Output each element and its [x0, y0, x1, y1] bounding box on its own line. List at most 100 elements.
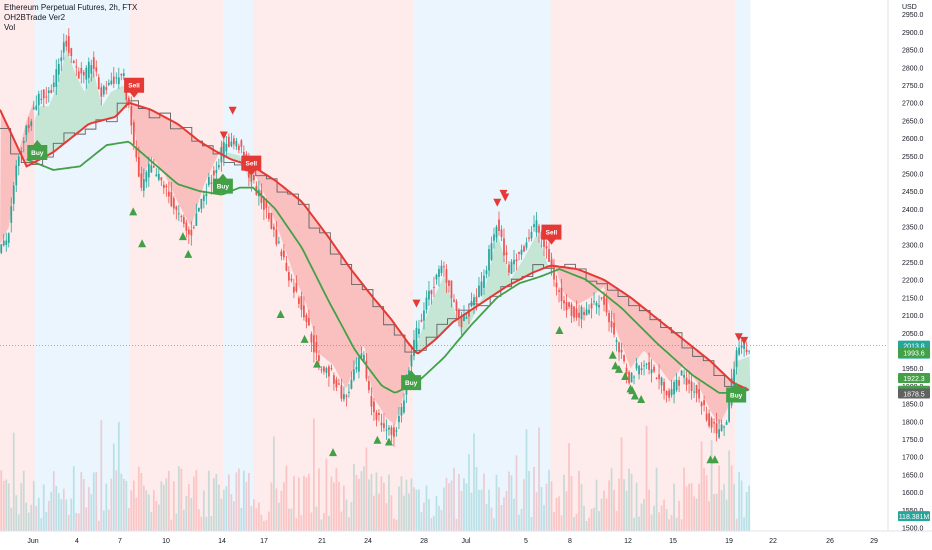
- time-axis-bg: [0, 531, 932, 550]
- buy-signal[interactable]: Buy: [212, 173, 233, 194]
- volume-bar: [2, 480, 5, 531]
- candle-body: [705, 413, 708, 421]
- candle-body: [738, 347, 740, 355]
- volume-bar: [488, 489, 490, 531]
- volume-bar: [455, 518, 458, 531]
- volume-label[interactable]: Vol: [4, 23, 16, 32]
- candle-body: [550, 259, 553, 268]
- sell-signal[interactable]: Sell: [541, 224, 562, 245]
- candle-body: [675, 379, 678, 391]
- buy-signal[interactable]: Buy: [27, 139, 48, 160]
- candle-body: [393, 427, 395, 437]
- candle-body: [485, 270, 488, 275]
- candle-body: [413, 339, 415, 356]
- volume-bar: [27, 512, 30, 531]
- candle-body: [132, 122, 135, 145]
- volume-bar: [270, 482, 273, 531]
- up-triangle-marker: [313, 359, 322, 368]
- volume-bar: [533, 466, 535, 531]
- candle-body: [207, 176, 210, 185]
- candle-body: [315, 342, 318, 353]
- candle-body: [365, 360, 368, 379]
- candle-body: [508, 264, 510, 273]
- volume-bar: [157, 504, 160, 531]
- candle-body: [380, 422, 383, 426]
- volume-bar: [605, 498, 608, 531]
- volume-bar: [343, 485, 345, 531]
- price-tick-label: 1850.0: [902, 402, 924, 409]
- candle-body: [510, 261, 513, 274]
- volume-bar: [500, 505, 503, 531]
- price-label-value: 1922.3: [903, 376, 925, 383]
- candle-body: [250, 173, 253, 182]
- volume-bar: [363, 466, 365, 531]
- price-tick-label: 2450.0: [902, 189, 924, 196]
- time-tick-label: 12: [624, 538, 632, 545]
- volume-bar: [538, 427, 540, 531]
- volume-bar: [418, 489, 420, 531]
- volume-bar: [653, 505, 655, 531]
- bull-cloud: [735, 356, 751, 391]
- candle-body: [423, 310, 425, 321]
- volume-bar: [232, 501, 235, 531]
- candle-body: [80, 67, 83, 74]
- candle-body: [12, 185, 15, 204]
- trend-zones: [0, 0, 751, 531]
- volume-bar: [77, 513, 80, 531]
- candle-body: [725, 422, 728, 425]
- volume-bar: [693, 496, 695, 531]
- indicator-name[interactable]: OH2BTrade Ver2: [4, 13, 66, 22]
- up-triangle-marker: [184, 249, 193, 258]
- volume-bar: [725, 499, 728, 531]
- candle-body: [433, 286, 435, 288]
- volume-bar: [595, 479, 598, 531]
- up-triangle-marker: [384, 437, 393, 446]
- candle-body: [82, 71, 85, 76]
- sell-signal[interactable]: Sell: [241, 155, 262, 176]
- time-tick-label: 29: [870, 538, 878, 545]
- candle-body: [65, 40, 68, 47]
- candle-body: [107, 82, 110, 85]
- candle-body: [293, 286, 295, 293]
- candle-body: [450, 280, 453, 299]
- volume-bar: [608, 480, 610, 531]
- candle-body: [217, 165, 220, 168]
- volume-bar: [390, 495, 393, 531]
- candle-body: [490, 243, 493, 260]
- candle-body: [47, 90, 50, 93]
- candle-body: [533, 224, 535, 228]
- volume-bar: [728, 450, 730, 531]
- buy-signal[interactable]: Buy: [726, 382, 747, 403]
- volume-bar: [508, 471, 510, 531]
- volume-bar: [523, 479, 525, 531]
- candle-body: [523, 246, 525, 252]
- candle-body: [77, 71, 80, 79]
- volume-bar: [50, 491, 53, 531]
- candle-body: [242, 151, 245, 158]
- up-triangle-marker: [555, 325, 564, 334]
- symbol-title[interactable]: Ethereum Perpetual Futures, 2h, FTX: [4, 3, 138, 12]
- volume-bar: [713, 494, 715, 531]
- volume-bar: [565, 491, 568, 531]
- volume-bar: [625, 490, 628, 531]
- candle-body: [573, 306, 575, 318]
- volume-bar: [127, 508, 130, 531]
- volume-bar: [690, 482, 693, 531]
- candle-body: [583, 311, 585, 316]
- candle-body: [90, 65, 93, 74]
- candle-body: [10, 206, 13, 223]
- candle-body: [358, 357, 360, 372]
- volume-bar: [705, 475, 708, 531]
- sell-signal[interactable]: Sell: [124, 77, 145, 98]
- volume-bar: [273, 436, 275, 531]
- candle-body: [360, 353, 363, 358]
- volume-bar: [393, 518, 395, 531]
- volume-bar: [260, 514, 263, 531]
- buy-signal[interactable]: Buy: [401, 370, 422, 391]
- signal-label: Sell: [246, 161, 258, 168]
- candle-body: [613, 322, 615, 335]
- candle-body: [628, 371, 630, 384]
- volume-bar: [207, 470, 210, 531]
